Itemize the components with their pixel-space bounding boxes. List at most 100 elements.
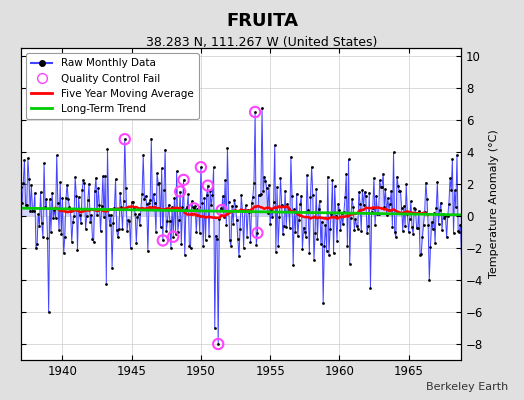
- Point: [150, 200, 159, 206]
- Point: [298, 246, 307, 252]
- Point: [267, 207, 276, 214]
- Point: [69, 219, 77, 226]
- Point: [190, 205, 198, 212]
- Point: [319, 300, 328, 306]
- Point: [401, 223, 409, 229]
- Point: [30, 190, 39, 196]
- Point: [199, 242, 208, 249]
- Point: [358, 187, 367, 193]
- Point: [253, 230, 261, 236]
- Point: [251, 109, 259, 115]
- Point: [297, 193, 305, 199]
- Point: [348, 196, 356, 202]
- Point: [347, 214, 355, 221]
- Point: [376, 177, 384, 184]
- Point: [379, 171, 387, 177]
- Point: [99, 173, 107, 179]
- Point: [121, 136, 129, 142]
- Point: [332, 212, 340, 219]
- Point: [160, 187, 168, 193]
- Point: [214, 341, 222, 347]
- Point: [75, 212, 84, 218]
- Point: [167, 245, 175, 251]
- Point: [364, 223, 373, 230]
- Point: [353, 223, 361, 229]
- Point: [291, 228, 300, 235]
- Point: [55, 227, 63, 233]
- Point: [117, 204, 126, 210]
- Point: [152, 229, 160, 236]
- Point: [38, 220, 46, 227]
- Point: [182, 206, 190, 212]
- Point: [29, 208, 38, 214]
- Point: [305, 250, 313, 256]
- Point: [208, 192, 216, 198]
- Point: [252, 242, 260, 248]
- Point: [452, 204, 460, 210]
- Point: [418, 234, 427, 240]
- Point: [88, 236, 96, 242]
- Point: [362, 193, 370, 200]
- Point: [242, 202, 250, 208]
- Point: [301, 228, 309, 235]
- Point: [243, 234, 251, 240]
- Point: [171, 231, 180, 237]
- Point: [202, 192, 211, 198]
- Point: [224, 199, 233, 205]
- Point: [441, 212, 450, 219]
- Point: [259, 188, 267, 195]
- Point: [126, 245, 135, 251]
- Point: [110, 205, 118, 212]
- Point: [327, 211, 335, 217]
- Point: [154, 180, 162, 187]
- Point: [363, 230, 371, 236]
- Point: [331, 183, 339, 190]
- Point: [213, 236, 221, 242]
- Point: [293, 233, 302, 240]
- Point: [378, 184, 386, 190]
- Point: [205, 233, 213, 240]
- Point: [140, 195, 149, 202]
- Point: [289, 262, 297, 268]
- Point: [365, 189, 374, 196]
- Point: [93, 212, 101, 218]
- Point: [320, 242, 329, 249]
- Point: [371, 222, 379, 228]
- Point: [71, 174, 79, 180]
- Point: [161, 146, 169, 153]
- Point: [91, 188, 99, 194]
- Point: [35, 222, 43, 229]
- Point: [67, 208, 75, 215]
- Point: [169, 234, 178, 240]
- Point: [65, 204, 73, 210]
- Point: [59, 250, 68, 257]
- Point: [129, 199, 137, 206]
- Point: [397, 204, 406, 211]
- Point: [230, 197, 238, 203]
- Point: [17, 184, 25, 190]
- Point: [61, 234, 69, 240]
- Point: [307, 194, 315, 201]
- Point: [359, 202, 368, 208]
- Point: [268, 213, 277, 220]
- Point: [169, 234, 178, 240]
- Point: [328, 177, 336, 183]
- Point: [145, 200, 153, 206]
- Point: [257, 191, 265, 197]
- Point: [286, 224, 294, 231]
- Point: [336, 227, 345, 234]
- Point: [162, 228, 170, 235]
- Point: [121, 136, 129, 142]
- Point: [409, 231, 417, 238]
- Point: [396, 188, 405, 194]
- Point: [173, 228, 182, 235]
- Point: [246, 239, 255, 245]
- Point: [454, 228, 462, 235]
- Point: [419, 222, 428, 228]
- Point: [92, 174, 100, 181]
- Point: [330, 250, 338, 256]
- Point: [394, 183, 402, 189]
- Point: [237, 192, 245, 198]
- Point: [58, 195, 67, 201]
- Point: [345, 261, 354, 267]
